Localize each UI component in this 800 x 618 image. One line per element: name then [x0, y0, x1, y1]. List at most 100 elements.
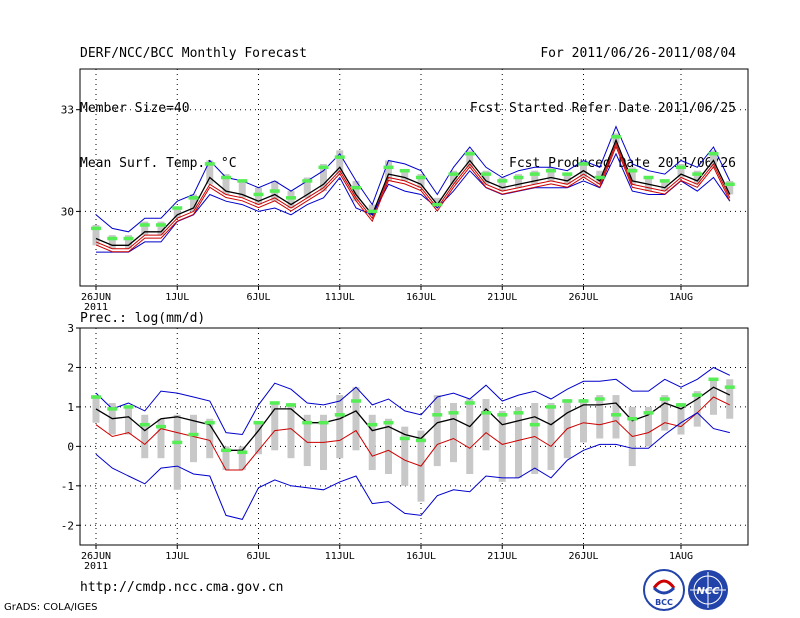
member-range-box [693, 170, 701, 185]
member-range-box [190, 194, 197, 212]
member-range-box [482, 170, 490, 185]
member-range-box [222, 446, 230, 471]
member-range-box [108, 235, 116, 249]
y-tick-label: 33 [61, 104, 74, 117]
variable-label: Mean Surf. Temp.: °C [80, 156, 237, 171]
y-tick-label: 0 [67, 440, 74, 453]
member-range-box [677, 163, 685, 178]
member-range-box [580, 399, 587, 443]
member-range-box [255, 422, 262, 455]
member-range-box [303, 414, 311, 467]
member-range-box [596, 395, 604, 439]
x-tick-label: 26JUN [81, 292, 111, 303]
member-range-box [580, 160, 587, 178]
x-tick-label: 1AUG [669, 551, 693, 562]
member-range-box [352, 387, 360, 451]
series-line-upper-envelope [95, 366, 731, 436]
year-label: 2011 [84, 561, 108, 572]
series-line-upper-envelope [95, 125, 731, 233]
panel-frame [79, 327, 749, 546]
series-line-member-median [95, 142, 731, 250]
member-range-box [336, 395, 344, 459]
member-range-box [450, 402, 457, 463]
member-range-box [710, 150, 717, 168]
member-range-box [450, 170, 457, 185]
member-range-box [190, 414, 197, 463]
footer-url: http://cmdp.ncc.cma.gov.cn [80, 580, 284, 595]
series-line-ensemble-mean [95, 138, 731, 246]
member-range-box [368, 414, 376, 471]
x-tick-label: 1JUL [165, 551, 189, 562]
y-tick-label: 1 [67, 401, 74, 414]
member-range-box [125, 406, 132, 435]
member-range-box [531, 402, 539, 474]
x-tick-label: 26JUL [568, 551, 598, 562]
member-range-box [320, 163, 327, 192]
member-range-box [547, 402, 555, 471]
member-range-box [385, 160, 392, 181]
member-range-box [141, 414, 149, 459]
member-range-box [693, 391, 701, 427]
member-range-box [222, 174, 230, 195]
member-range-box [238, 180, 246, 198]
grads-credit: GrADS: COLA/IGES [4, 602, 98, 613]
header-left: DERF/NCC/BCC Monthly Forecast Member Siz… [80, 9, 307, 192]
ncc-logo: NCC [688, 570, 728, 610]
member-range-box [466, 399, 474, 474]
member-range-box [726, 180, 734, 195]
series-line-lower-envelope [96, 152, 731, 253]
y-tick-label: 30 [61, 205, 74, 218]
x-tick-label: 26JUL [568, 292, 598, 303]
member-range-box [417, 174, 425, 188]
member-range-box [677, 402, 685, 435]
chart-title: DERF/NCC/BCC Monthly Forecast [80, 46, 307, 61]
member-range-box [498, 177, 506, 192]
x-tick-label: 1AUG [669, 292, 693, 303]
member-range-box [92, 224, 100, 246]
member-range-box [661, 180, 669, 192]
series-line-lower-envelope [95, 412, 730, 520]
member-size: Member Size=40 [80, 101, 190, 116]
forecast-period: For 2011/06/26-2011/08/04 [540, 46, 736, 61]
member-range-box [498, 410, 506, 482]
series-line-member-median-lower [95, 145, 731, 253]
y-tick-label: 2 [67, 361, 74, 374]
x-tick-label: 1JUL [165, 292, 189, 303]
member-range-box [515, 174, 522, 188]
x-tick-label: 16JUL [406, 551, 436, 562]
member-range-box [303, 177, 311, 198]
member-range-box [466, 150, 474, 168]
member-range-box [141, 221, 149, 236]
bcc-logo-text: BCC [655, 598, 673, 607]
member-range-box [433, 395, 441, 467]
member-range-box [612, 395, 620, 439]
member-range-box [385, 418, 392, 474]
x-tick-label: 6JUL [246, 292, 270, 303]
member-range-box [238, 446, 246, 471]
y-tick-label: 3 [67, 322, 74, 335]
series-line-member-median [95, 396, 731, 471]
x-tick-label: 26JUN [81, 551, 111, 562]
member-range-box [173, 414, 181, 490]
header-right: For 2011/06/26-2011/08/04 Fcst Started R… [470, 9, 736, 192]
ncc-logo-text: NCC [696, 586, 720, 597]
member-range-box [628, 167, 636, 185]
x-tick-label: 6JUL [246, 551, 270, 562]
member-range-box [563, 174, 571, 185]
member-range-box [515, 406, 522, 478]
member-range-box [726, 379, 734, 419]
x-tick-label: 21JUL [487, 292, 517, 303]
year-label: 2011 [84, 302, 108, 313]
member-range-box [661, 395, 669, 431]
member-range-box [352, 180, 360, 202]
member-range-box [157, 221, 165, 236]
fcst-started-date: Fcst Started Refer Date 2011/06/25 [469, 101, 736, 116]
member-range-box [271, 402, 279, 451]
bcc-logo: BCC [643, 569, 685, 611]
member-range-box [401, 170, 409, 181]
member-range-box [206, 418, 214, 459]
member-range-box [547, 167, 555, 181]
y-tick-label: -2 [61, 519, 74, 532]
x-tick-label: 11JUL [325, 292, 355, 303]
